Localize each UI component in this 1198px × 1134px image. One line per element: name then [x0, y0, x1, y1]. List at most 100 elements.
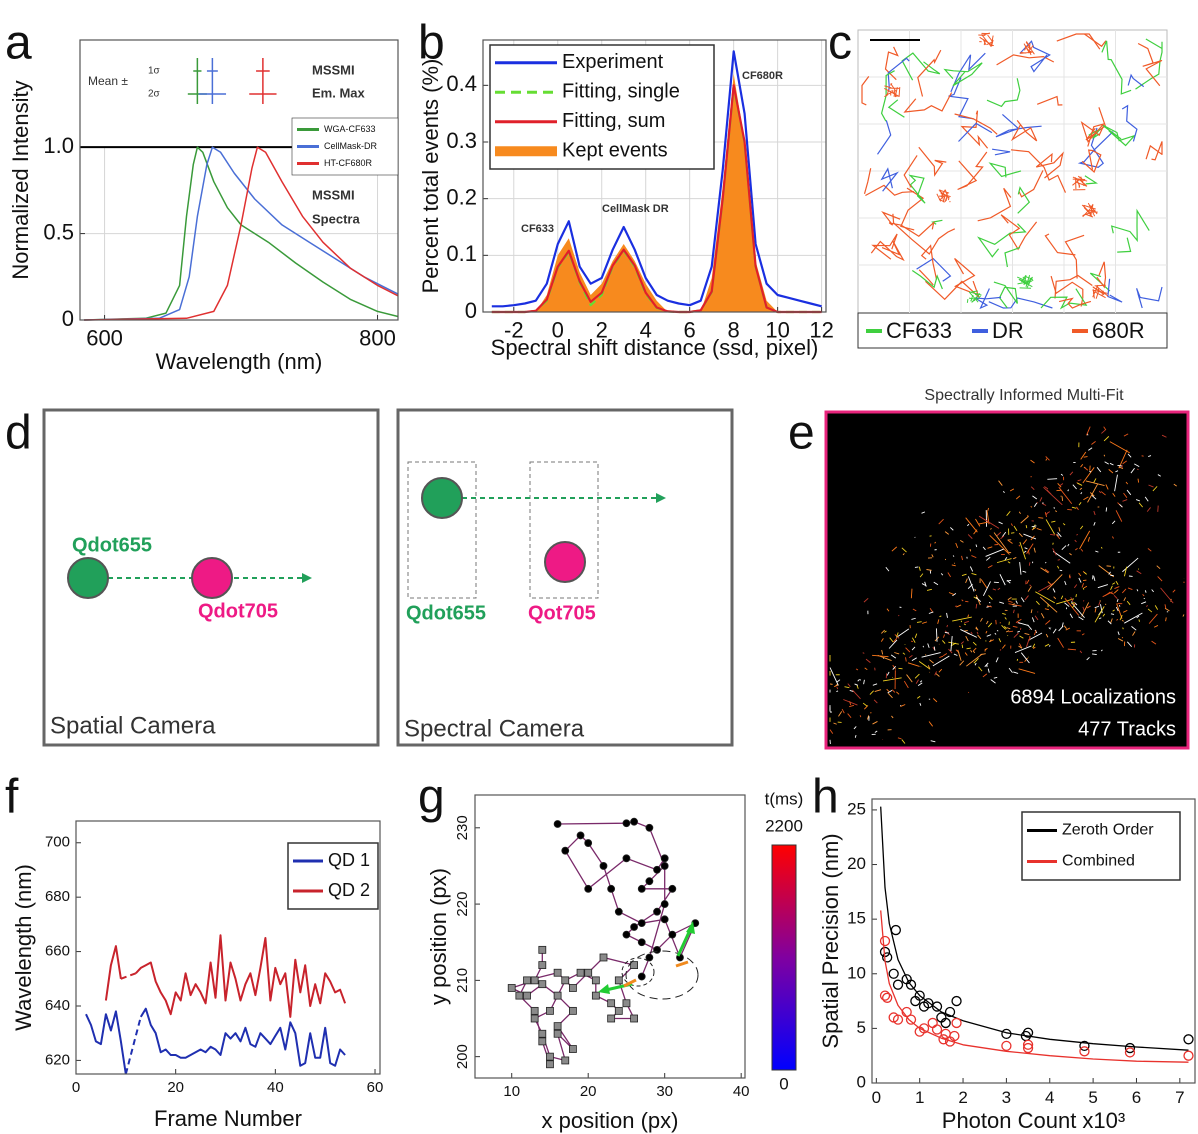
track-segment — [1144, 496, 1149, 502]
track-segment — [926, 588, 932, 591]
track-segment — [892, 666, 897, 670]
track-segment — [1096, 467, 1102, 473]
track-segment — [996, 629, 999, 632]
track-segment — [1008, 667, 1013, 673]
track-segment — [902, 652, 906, 655]
track-segment — [864, 667, 868, 671]
track-segment — [1024, 657, 1028, 662]
point — [1183, 1050, 1194, 1061]
track-segment — [965, 517, 978, 533]
track-segment — [1045, 456, 1050, 461]
cluster-track — [1094, 284, 1106, 287]
track-segment — [900, 705, 902, 707]
chart-panel: a 0 0.5 1.0 600 800 Wavelength (nm) Normalized … — [5, 17, 399, 374]
track-segment — [1048, 645, 1051, 647]
track-segment — [1108, 469, 1114, 474]
track-segment — [886, 608, 890, 612]
track-segment — [1080, 548, 1084, 552]
track-segment — [884, 630, 887, 633]
track-segment — [1008, 630, 1014, 633]
track-segment — [855, 668, 859, 671]
track-segment — [961, 555, 963, 561]
legend-label: QD 1 — [328, 850, 370, 870]
track-segment — [1043, 487, 1063, 506]
panel-d: d Qdot655 Qdot705 Spatial Camera Qdot655… — [5, 407, 734, 747]
cluster-track — [981, 34, 992, 47]
track-segment — [1056, 598, 1075, 605]
track-segment — [1157, 474, 1161, 477]
point — [914, 990, 925, 1001]
track-segment — [967, 523, 970, 527]
point — [523, 976, 531, 985]
track — [988, 297, 1053, 309]
track — [892, 213, 956, 255]
track-segment — [1004, 617, 1007, 620]
track-segment — [856, 685, 859, 689]
track — [908, 174, 926, 204]
point — [660, 915, 669, 924]
track-segment — [1112, 492, 1116, 497]
track-segment — [972, 647, 977, 652]
cluster-track — [1082, 204, 1093, 217]
track-segment — [1057, 532, 1062, 538]
chart-panel: h 0 5 10 15 20 25 0 1 2 3 4 5 6 7 Photon Count x10³ Spat… — [812, 771, 1196, 1133]
point — [660, 862, 669, 870]
colorbar — [771, 844, 797, 1071]
x-tick-label: 10 — [765, 317, 789, 342]
dashed-ellipse — [625, 950, 699, 1000]
track-segment — [1116, 618, 1119, 621]
track-segment — [990, 679, 996, 684]
track — [1096, 261, 1107, 289]
point — [584, 884, 593, 893]
track-segment — [975, 594, 981, 606]
y-tick-label: 15 — [847, 909, 866, 928]
y-tick-label: 0.5 — [43, 219, 74, 244]
track-segment — [917, 682, 923, 687]
track-segment — [1018, 544, 1021, 547]
x-tick-label: 20 — [167, 1079, 184, 1096]
track-segment — [1112, 609, 1115, 612]
y-tick-label: 0.2 — [446, 184, 477, 209]
track-segment — [1028, 632, 1043, 641]
track-segment — [1077, 479, 1082, 482]
colorbar-title: t(ms) — [765, 789, 804, 808]
track-segment — [986, 605, 993, 608]
track-segment — [929, 659, 934, 664]
track-segment — [975, 518, 981, 527]
track-segment — [937, 619, 940, 624]
x-tick-label: 7 — [1175, 1088, 1184, 1107]
image-title: Spectrally Informed Multi-Fit — [924, 387, 1124, 404]
track-segment — [1026, 543, 1034, 555]
y-tick-label: 0.3 — [446, 128, 477, 153]
track-segment — [852, 689, 861, 700]
annotation: Spectra — [312, 211, 360, 226]
track-segment — [966, 653, 983, 667]
track-segment — [905, 647, 911, 653]
track-segment — [1006, 510, 1011, 516]
track-segment — [997, 587, 1001, 591]
point — [546, 1006, 554, 1015]
track-segment — [922, 621, 928, 624]
track-segment — [1027, 586, 1032, 592]
track-segment — [887, 689, 893, 694]
track-segment — [886, 671, 890, 676]
track-segment — [891, 689, 896, 693]
y-axis-label: Normalized Intensity — [8, 80, 33, 279]
track — [1017, 186, 1031, 214]
track-segment — [985, 630, 988, 634]
track-segment — [967, 614, 970, 618]
point — [660, 854, 669, 863]
point — [622, 854, 631, 863]
x-tick-label: 0 — [872, 1088, 881, 1107]
panel-e: e Spectrally Informed Multi-Fit — [788, 387, 1190, 750]
track — [871, 233, 898, 260]
track-segment — [965, 578, 968, 584]
track-segment — [992, 588, 997, 591]
camera-title: Spatial Camera — [50, 712, 216, 739]
qdot-label: Qdot655 — [72, 534, 152, 556]
plot-frame — [482, 39, 827, 313]
y-tick-label: 0.1 — [446, 241, 477, 266]
track-segment — [882, 677, 902, 682]
y-tick-label: 0 — [62, 306, 74, 331]
legend-label: DR — [992, 318, 1024, 343]
